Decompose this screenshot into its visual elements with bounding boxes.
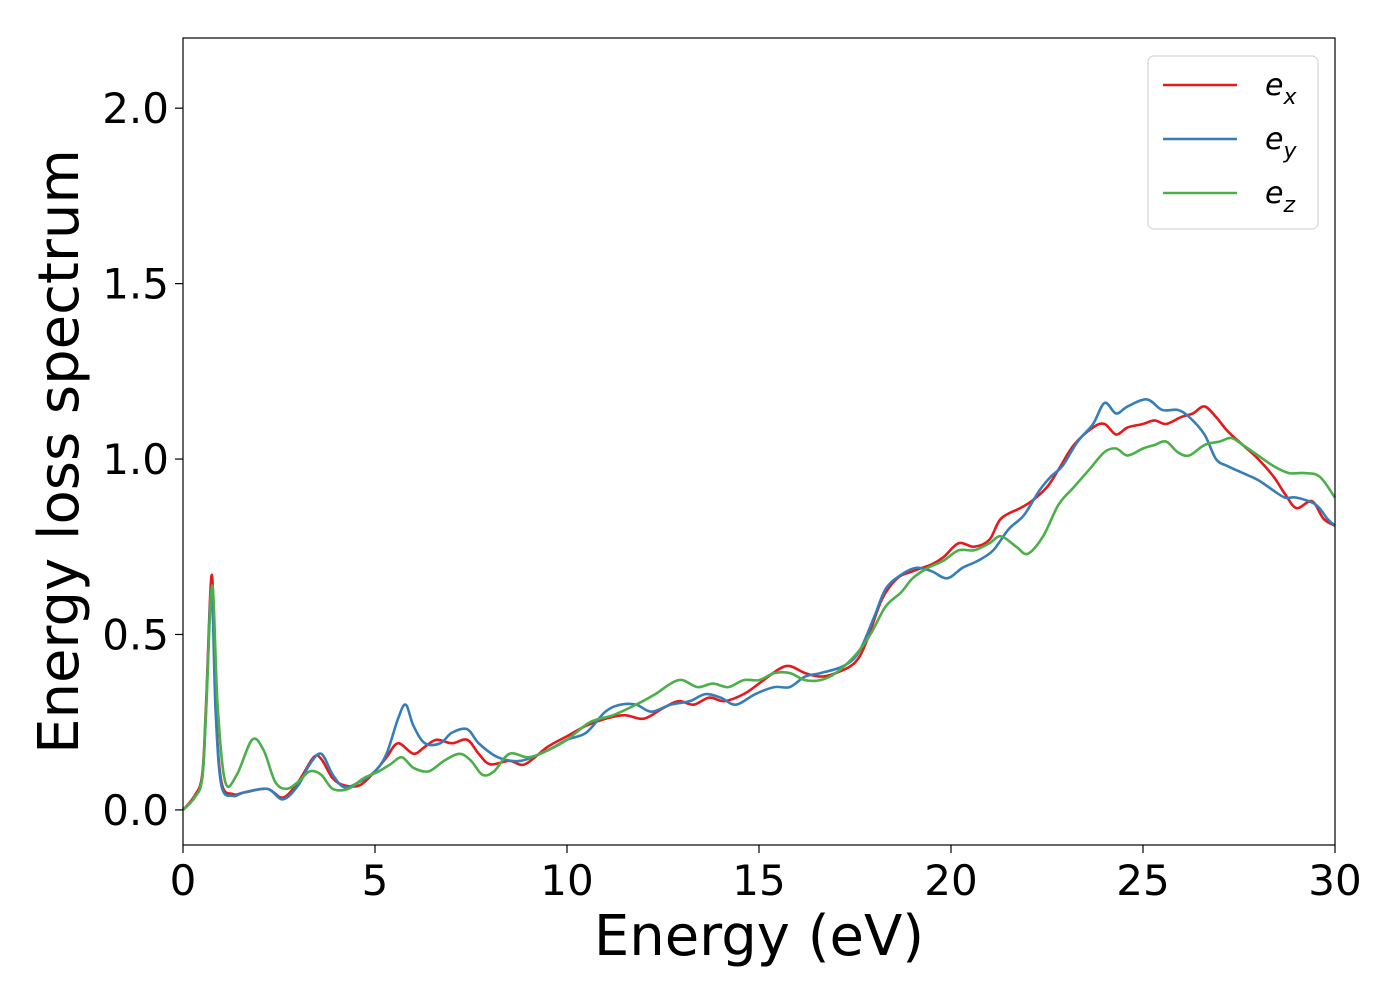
y-tick-label: 1.5: [102, 260, 169, 309]
legend-box: [1147, 55, 1319, 230]
series-line-z: [182, 436, 1337, 811]
x-tick-label: 0: [170, 856, 197, 905]
y-tick-label: 0.0: [102, 786, 169, 835]
axis-ticks-layer: 0 5 10 15 20 25 30 0.0 0.5 1.0 1.5 2.0: [102, 84, 1362, 905]
x-axis-label: Energy (eV): [594, 904, 924, 969]
x-tick-label: 15: [732, 856, 785, 905]
x-tick-label: 5: [362, 856, 389, 905]
y-tick-label: 0.5: [102, 610, 169, 659]
y-tick-label: 2.0: [102, 84, 169, 133]
plot-series-layer: [181, 398, 1337, 811]
y-axis-label: Energy loss spectrum: [27, 149, 92, 754]
x-tick-label: 10: [540, 856, 593, 905]
x-tick-label: 30: [1308, 856, 1361, 905]
legend-subscript-z: z: [1282, 193, 1295, 218]
series-line-x: [181, 405, 1336, 811]
legend-subscript-x: x: [1282, 85, 1297, 110]
x-tick-label: 20: [924, 856, 977, 905]
x-tick-label: 25: [1116, 856, 1169, 905]
legend-subscript-y: y: [1282, 139, 1297, 164]
series-line-y: [182, 398, 1336, 811]
y-tick-label: 1.0: [102, 435, 169, 484]
plot-area-frame: [182, 37, 1336, 846]
